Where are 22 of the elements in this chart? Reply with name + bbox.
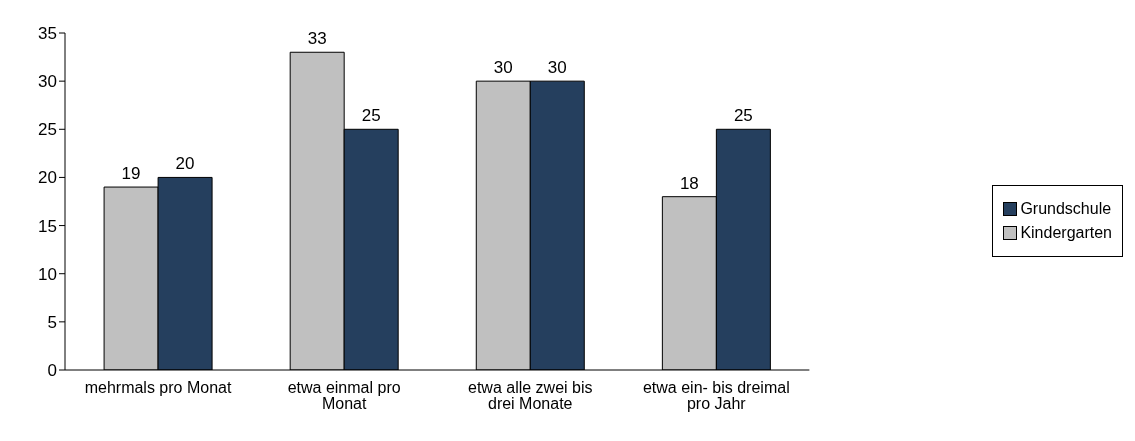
y-tick-label: 10 <box>38 264 57 284</box>
y-tick-label: 30 <box>38 72 57 92</box>
data-label: 30 <box>547 58 567 78</box>
data-label: 25 <box>361 106 381 126</box>
data-label: 18 <box>679 173 699 193</box>
y-tick-label: 0 <box>47 361 57 381</box>
x-tick-label: etwa einmal pro Monat <box>287 379 401 413</box>
x-tick-label: etwa alle zwei bis drei Monate <box>467 379 593 413</box>
y-tick-label: 5 <box>47 312 57 332</box>
legend-label: Grundschule <box>1020 199 1112 218</box>
data-label: 33 <box>307 29 327 49</box>
data-label: 25 <box>733 106 753 126</box>
legend-label: Kindergarten <box>1020 223 1112 242</box>
x-tick-label: etwa ein- bis dreimal pro Jahr <box>642 379 790 413</box>
y-tick-label: 25 <box>38 120 57 140</box>
x-tick-label: mehrmals pro Monat <box>84 379 232 397</box>
y-tick-label: 35 <box>38 24 57 44</box>
data-label: 20 <box>175 154 195 174</box>
y-tick-label: 20 <box>38 168 57 188</box>
data-label: 19 <box>121 164 141 184</box>
data-label: 30 <box>493 58 513 78</box>
y-tick-label: 15 <box>38 216 57 236</box>
